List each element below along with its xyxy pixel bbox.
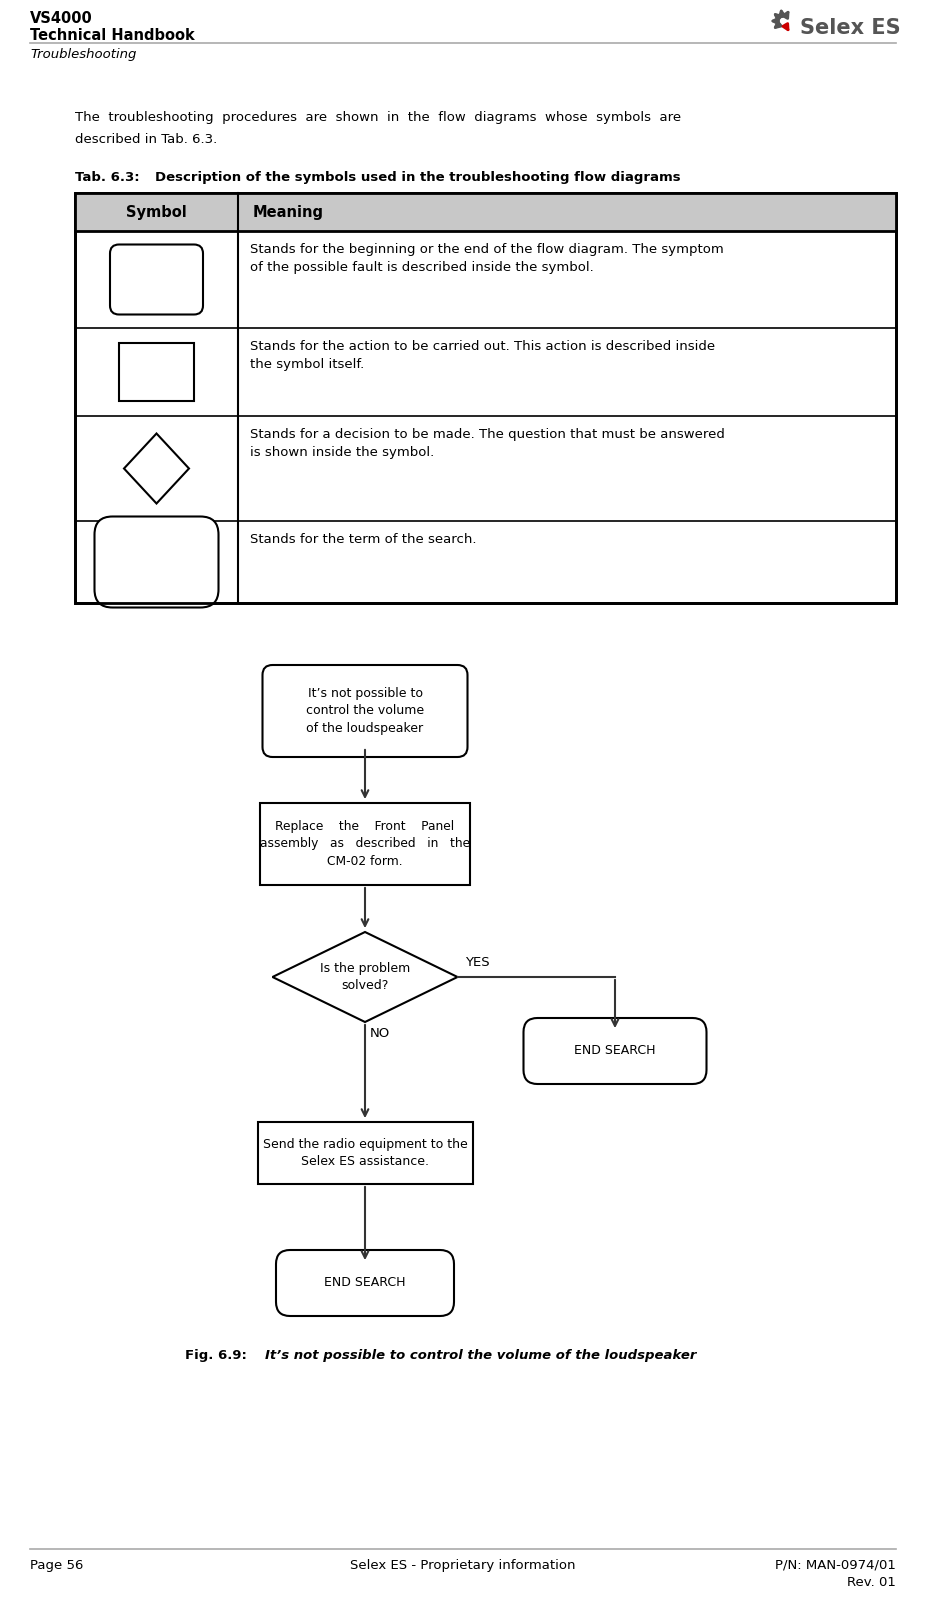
Text: Replace    the    Front    Panel
assembly   as   described   in   the
CM-02 form: Replace the Front Panel assembly as desc… (260, 820, 470, 867)
Text: is shown inside the symbol.: is shown inside the symbol. (250, 446, 434, 459)
Text: Troubleshooting: Troubleshooting (30, 49, 136, 62)
Text: Send the radio equipment to the
Selex ES assistance.: Send the radio equipment to the Selex ES… (263, 1138, 468, 1169)
FancyBboxPatch shape (110, 245, 203, 314)
Text: Fig. 6.9:: Fig. 6.9: (185, 1349, 247, 1362)
Text: NO: NO (370, 1028, 390, 1041)
Text: described in Tab. 6.3.: described in Tab. 6.3. (75, 133, 218, 146)
Text: Technical Handbook: Technical Handbook (30, 28, 194, 44)
Text: Stands for the action to be carried out. This action is described inside: Stands for the action to be carried out.… (250, 340, 715, 353)
Text: Meaning: Meaning (253, 204, 324, 219)
Text: Rev. 01: Rev. 01 (847, 1576, 896, 1589)
Text: Description of the symbols used in the troubleshooting flow diagrams: Description of the symbols used in the t… (155, 170, 681, 185)
Text: the symbol itself.: the symbol itself. (250, 358, 364, 371)
FancyBboxPatch shape (262, 665, 468, 757)
Text: END SEARCH: END SEARCH (324, 1276, 406, 1289)
Bar (75, 193, 896, 603)
Text: It’s not possible to control the volume of the loudspeaker: It’s not possible to control the volume … (265, 1349, 696, 1362)
Bar (75, 193, 896, 232)
Text: END SEARCH: END SEARCH (574, 1044, 656, 1057)
Bar (75, 193, 896, 603)
Text: Symbol: Symbol (126, 204, 187, 219)
Text: Selex ES: Selex ES (800, 18, 901, 37)
FancyBboxPatch shape (94, 517, 219, 608)
Bar (257, 1122, 472, 1183)
Text: Tab. 6.3:: Tab. 6.3: (75, 170, 140, 185)
Polygon shape (272, 932, 457, 1021)
Bar (260, 802, 470, 885)
Text: Is the problem
solved?: Is the problem solved? (319, 961, 410, 992)
Text: YES: YES (466, 956, 490, 969)
Polygon shape (124, 433, 189, 504)
Text: Page 56: Page 56 (30, 1559, 83, 1572)
Text: Selex ES - Proprietary information: Selex ES - Proprietary information (350, 1559, 576, 1572)
Text: VS4000: VS4000 (30, 11, 93, 26)
Text: It’s not possible to
control the volume
of the loudspeaker: It’s not possible to control the volume … (306, 687, 424, 734)
Bar (119, 344, 194, 400)
Text: of the possible fault is described inside the symbol.: of the possible fault is described insid… (250, 261, 594, 274)
FancyBboxPatch shape (523, 1018, 707, 1084)
Text: P/N: MAN-0974/01: P/N: MAN-0974/01 (775, 1559, 896, 1572)
Text: The  troubleshooting  procedures  are  shown  in  the  flow  diagrams  whose  sy: The troubleshooting procedures are shown… (75, 110, 682, 123)
Text: Stands for the term of the search.: Stands for the term of the search. (250, 533, 477, 546)
Text: Stands for the beginning or the end of the flow diagram. The symptom: Stands for the beginning or the end of t… (250, 243, 724, 256)
FancyBboxPatch shape (276, 1250, 454, 1316)
Text: Stands for a decision to be made. The question that must be answered: Stands for a decision to be made. The qu… (250, 428, 725, 441)
